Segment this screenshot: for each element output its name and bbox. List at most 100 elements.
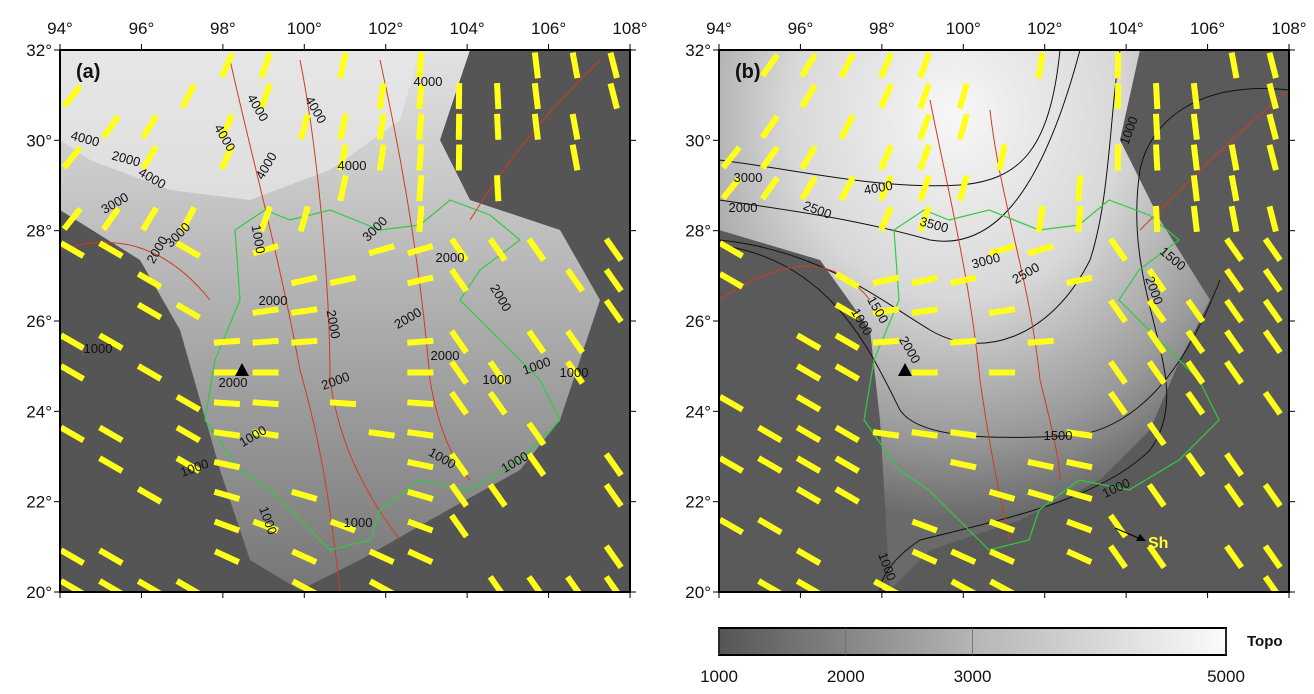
panel-label: (a) (76, 61, 100, 83)
contour-label: 1000 (84, 341, 113, 356)
sks-bar (407, 341, 433, 343)
contour-label: 2000 (436, 250, 465, 265)
sks-bar (407, 432, 433, 436)
x-tick-label: 104° (1109, 19, 1144, 38)
x-tick-label: 102° (1027, 19, 1062, 38)
sks-bar (950, 341, 976, 343)
y-tick-label: 24° (685, 402, 711, 421)
colorbar-label: Topo (1247, 633, 1283, 650)
sks-bar (912, 309, 938, 313)
y-tick-label: 30° (26, 131, 52, 150)
sks-bar (497, 114, 498, 140)
sks-bar (497, 175, 498, 201)
x-tick-label: 94° (706, 19, 732, 38)
x-tick-label: 108° (1271, 19, 1306, 38)
y-tick-label: 30° (685, 131, 711, 150)
sks-bar (873, 432, 899, 436)
sks-bar (535, 114, 538, 140)
contour-label: 2000 (259, 293, 288, 308)
sks-bar (1078, 175, 1080, 201)
contour-label: 1000 (560, 365, 589, 380)
panel-label: (b) (735, 61, 761, 83)
y-tick-label: 32° (685, 41, 711, 60)
sks-bar (1039, 52, 1043, 78)
x-tick-label: 100° (287, 19, 322, 38)
y-tick-label: 32° (26, 41, 52, 60)
contour-label: 2000 (729, 200, 758, 215)
x-tick-label: 100° (946, 19, 981, 38)
contour-label: 4000 (414, 74, 443, 89)
sks-bar (497, 83, 498, 109)
x-tick-label: 94° (47, 19, 73, 38)
sks-bar (912, 432, 938, 436)
sks-bar (380, 114, 384, 140)
annotation: Sh (1148, 535, 1168, 552)
x-tick-label: 108° (612, 19, 647, 38)
sks-bar (535, 83, 538, 109)
y-tick-label: 28° (685, 222, 711, 241)
sks-bar (1156, 83, 1157, 109)
sks-bar (1194, 114, 1197, 140)
x-tick-label: 102° (368, 19, 403, 38)
x-tick-label: 96° (129, 19, 155, 38)
x-tick-label: 106° (531, 19, 566, 38)
sks-bar (291, 309, 317, 313)
sks-bar (1194, 83, 1197, 109)
y-tick-label: 22° (685, 493, 711, 512)
sks-bar (1078, 206, 1080, 232)
sks-bar (253, 402, 279, 404)
sks-bar (989, 309, 1015, 313)
sks-bar (1156, 114, 1157, 140)
sks-bar (407, 402, 433, 404)
contour-label: 1000 (483, 372, 512, 387)
sks-bar (1156, 145, 1157, 171)
sks-bar (253, 341, 279, 343)
sks-bar (214, 432, 240, 436)
contour-label: 1500 (1044, 428, 1073, 443)
sks-bar (369, 432, 395, 436)
colorbar-tick-label: 3000 (954, 667, 992, 686)
sks-bar (419, 145, 421, 171)
sks-bar (419, 206, 421, 232)
contour-label: 3000 (734, 170, 763, 185)
contour-label: 2000 (219, 375, 248, 390)
x-tick-label: 98° (210, 19, 236, 38)
sks-bar (291, 341, 317, 343)
colorbar-tick-label: 2000 (827, 667, 865, 686)
contour-label: 2000 (431, 348, 460, 363)
y-tick-label: 22° (26, 493, 52, 512)
sks-bar (1194, 206, 1197, 232)
sks-bar (950, 432, 976, 436)
x-tick-label: 106° (1190, 19, 1225, 38)
sks-bar (535, 52, 538, 78)
sks-bar (1194, 175, 1197, 201)
x-tick-label: 98° (869, 19, 895, 38)
sks-bar (419, 114, 421, 140)
colorbar-tick-label: 1000 (700, 667, 738, 686)
x-tick-label: 96° (788, 19, 814, 38)
sks-bar (1039, 206, 1043, 232)
contour-label: 1000 (344, 515, 373, 530)
contour-label: 4000 (338, 158, 367, 173)
sks-bar (873, 341, 899, 343)
colorbar: Topo 1000 2000 3000 5000 (700, 628, 1282, 686)
colorbar-tick-label: 5000 (1207, 667, 1245, 686)
sks-bar (419, 175, 421, 201)
sks-bar (253, 309, 279, 313)
y-tick-label: 20° (685, 583, 711, 602)
sks-bar (1194, 145, 1197, 171)
y-tick-label: 26° (685, 312, 711, 331)
sks-bar (1156, 206, 1157, 232)
y-tick-label: 28° (26, 222, 52, 241)
sks-bar (214, 402, 240, 404)
x-tick-label: 104° (450, 19, 485, 38)
sks-bar (380, 83, 384, 109)
y-tick-label: 26° (26, 312, 52, 331)
sks-bar (330, 402, 356, 404)
sks-bar (214, 341, 240, 343)
y-tick-label: 20° (26, 583, 52, 602)
sks-bar (380, 145, 384, 171)
sks-bar (1028, 341, 1054, 343)
y-tick-label: 24° (26, 402, 52, 421)
